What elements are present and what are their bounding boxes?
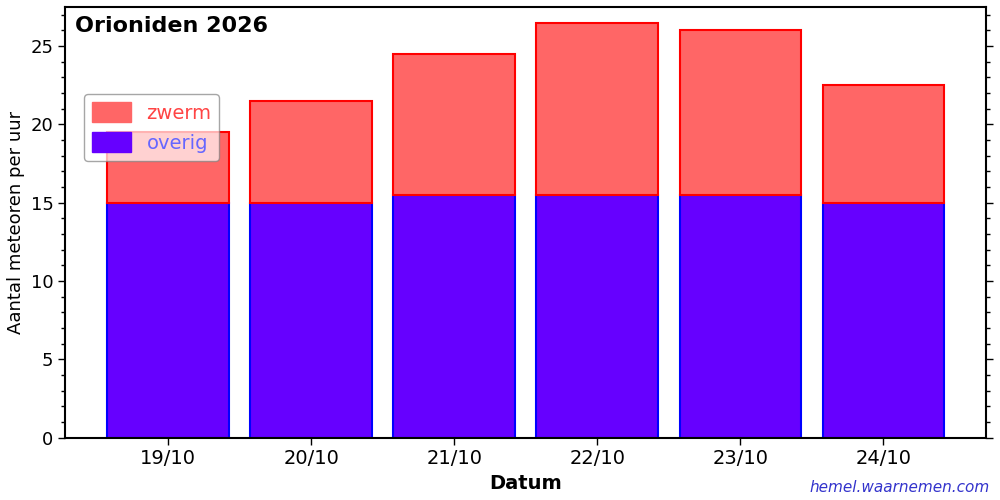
Bar	[393, 54, 515, 195]
X-axis label: Datum: Datum	[489, 474, 562, 493]
Legend: zwerm, overig: zwerm, overig	[84, 94, 219, 160]
Y-axis label: Aantal meteoren per uur: Aantal meteoren per uur	[7, 111, 25, 334]
Bar	[536, 22, 658, 195]
Bar	[680, 30, 801, 195]
Bar	[393, 195, 515, 438]
Bar	[250, 101, 372, 202]
Bar	[823, 202, 944, 438]
Text: Orioniden 2026: Orioniden 2026	[75, 16, 268, 36]
Bar	[536, 195, 658, 438]
Bar	[823, 86, 944, 202]
Bar	[107, 132, 229, 202]
Bar	[250, 202, 372, 438]
Text: hemel.waarnemen.com: hemel.waarnemen.com	[810, 480, 990, 495]
Bar	[680, 195, 801, 438]
Bar	[107, 202, 229, 438]
